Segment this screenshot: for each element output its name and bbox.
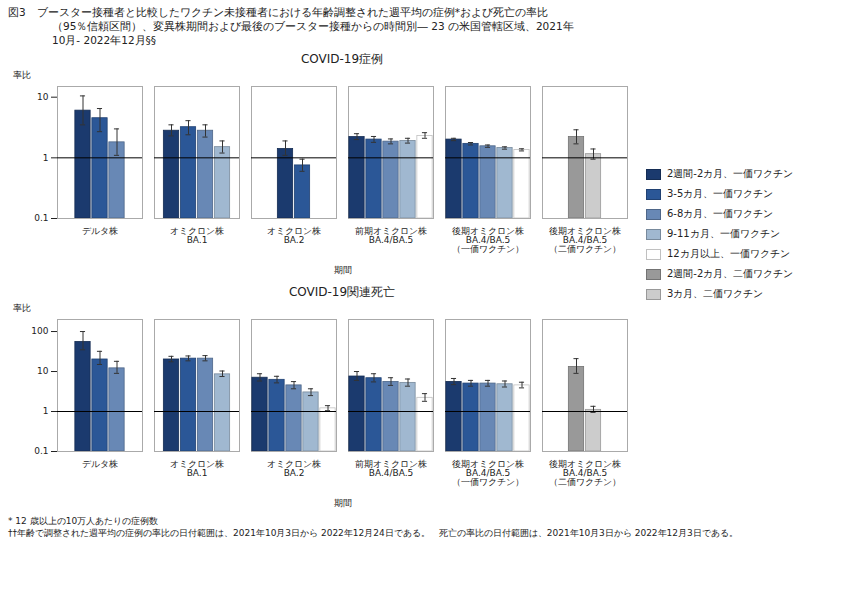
svg-text:後期オミクロン株BA.4/BA.5（二価ワクチン）: 後期オミクロン株BA.4/BA.5（二価ワクチン） — [549, 226, 621, 254]
html-text:2週間-2カ月、一価ワクチン: 2週間-2カ月、一価ワクチン — [667, 168, 794, 179]
html-text:3-5カ月、一価ワクチン: 3-5カ月、一価ワクチン — [667, 188, 774, 199]
svg-text:オミクロン株BA.2: オミクロン株BA.2 — [267, 226, 321, 245]
svg-text:10: 10 — [37, 92, 49, 102]
svg-text:後期オミクロン株BA.4/BA.5（一価ワクチン）: 後期オミクロン株BA.4/BA.5（一価ワクチン） — [452, 226, 524, 254]
svg-text:0.1: 0.1 — [34, 213, 48, 223]
html-text:COVID-19関連死亡: COVID-19関連死亡 — [288, 285, 396, 299]
svg-text:後期オミクロン株BA.4/BA.5（二価ワクチン）: 後期オミクロン株BA.4/BA.5（二価ワクチン） — [549, 459, 621, 487]
svg-text:オミクロン株BA.2: オミクロン株BA.2 — [267, 459, 321, 478]
svg-text:デルタ株: デルタ株 — [82, 459, 118, 469]
svg-text:オミクロン株BA.1: オミクロン株BA.1 — [170, 459, 224, 478]
svg-text:期間: 期間 — [334, 498, 352, 508]
svg-text:1: 1 — [43, 406, 49, 416]
svg-text:前期オミクロン株BA.4/BA.5: 前期オミクロン株BA.4/BA.5 — [355, 459, 427, 478]
html-text:COVID-19症例: COVID-19症例 — [300, 52, 384, 66]
svg-text:率比: 率比 — [13, 70, 31, 80]
svg-text:デルタ株: デルタ株 — [82, 226, 118, 236]
svg-text:期間: 期間 — [334, 265, 352, 275]
html-text:* 12 歳以上の10万人あたりの症例数: * 12 歳以上の10万人あたりの症例数 — [8, 516, 159, 526]
svg-text:1: 1 — [43, 153, 49, 163]
svg-text:率比: 率比 — [13, 303, 31, 313]
html-text:6-8カ月、一価ワクチン: 6-8カ月、一価ワクチン — [667, 208, 774, 219]
svg-text:0.1: 0.1 — [34, 446, 48, 456]
html-text:2週間-2カ月、二価ワクチン: 2週間-2カ月、二価ワクチン — [667, 268, 794, 279]
html-text:9-11カ月、一価ワクチン: 9-11カ月、一価ワクチン — [667, 228, 780, 239]
html-text:（95％信頼区間）、変異株期間および最後のブースター接種から: （95％信頼区間）、変異株期間および最後のブースター接種からの時間別― 23 の… — [52, 20, 574, 46]
html-text:図3 ブースター接種者と比較したワクチン未接種者における年齢: 図3 ブースター接種者と比較したワクチン未接種者における年齢調整された週平均の症… — [8, 6, 548, 18]
html-text:††年齢で調整された週平均の症例の率比の日付範囲は、2021: ††年齢で調整された週平均の症例の率比の日付範囲は、2021年10月3日から 2… — [8, 528, 738, 538]
svg-text:10: 10 — [37, 366, 49, 376]
svg-text:オミクロン株BA.1: オミクロン株BA.1 — [170, 226, 224, 245]
svg-text:100: 100 — [31, 326, 48, 336]
svg-text:前期オミクロン株BA.4/BA.5: 前期オミクロン株BA.4/BA.5 — [355, 226, 427, 245]
html-text:3カ月、二価ワクチン: 3カ月、二価ワクチン — [667, 288, 764, 299]
svg-text:後期オミクロン株BA.4/BA.5（一価ワクチン）: 後期オミクロン株BA.4/BA.5（一価ワクチン） — [452, 459, 524, 487]
html-text:12カ月以上、一価ワクチン: 12カ月以上、一価ワクチン — [667, 248, 790, 259]
